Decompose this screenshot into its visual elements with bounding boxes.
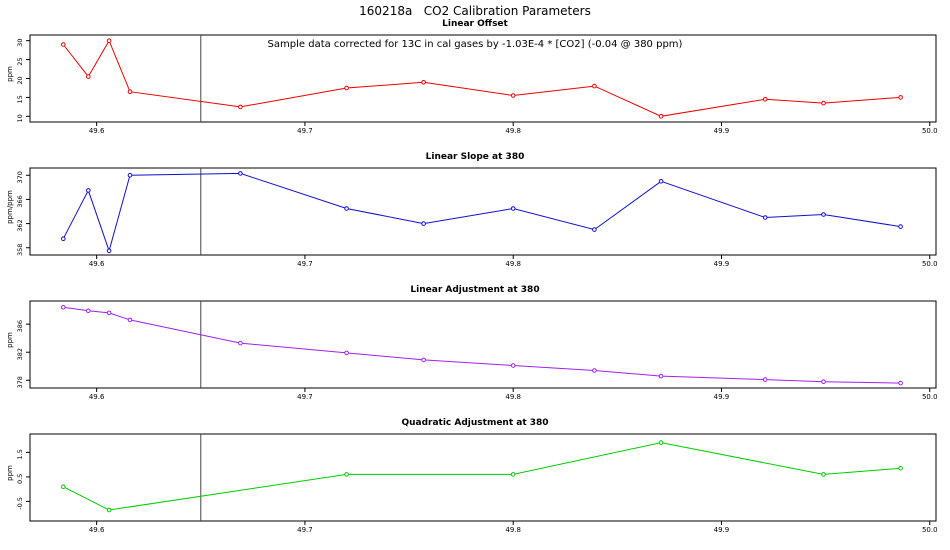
panel-quadratic-adjustment: Quadratic Adjustment at 380 ppm 49.6 49.7… <box>0 417 950 550</box>
svg-text:378: 378 <box>16 376 24 388</box>
svg-text:366: 366 <box>16 195 24 207</box>
svg-text:50.0: 50.0 <box>922 127 938 135</box>
svg-text:49.8: 49.8 <box>505 393 521 401</box>
svg-text:382: 382 <box>16 348 24 360</box>
svg-text:30: 30 <box>16 39 24 47</box>
svg-text:49.9: 49.9 <box>714 393 730 401</box>
svg-text:49.9: 49.9 <box>714 127 730 135</box>
svg-text:49.9: 49.9 <box>714 526 730 534</box>
svg-text:49.6: 49.6 <box>89 260 105 268</box>
svg-text:49.8: 49.8 <box>505 127 521 135</box>
svg-text:25: 25 <box>16 57 24 65</box>
svg-text:362: 362 <box>16 219 24 231</box>
svg-text:49.6: 49.6 <box>89 393 105 401</box>
svg-text:49.6: 49.6 <box>89 526 105 534</box>
linear-offset-title: Linear Offset <box>442 19 508 29</box>
svg-text:1.5: 1.5 <box>16 449 24 459</box>
svg-text:386: 386 <box>16 320 24 332</box>
chart-main-title: 160218a CO2 Calibration Parameters <box>359 4 591 18</box>
linear-adjustment-plot: 49.6 49.7 49.8 49.9 50.0 378 382 386 <box>16 300 938 401</box>
svg-text:370: 370 <box>16 171 24 183</box>
svg-text:20: 20 <box>16 76 24 84</box>
svg-text:10: 10 <box>16 114 24 122</box>
panel-linear-slope: Linear Slope at 380 ppm/ppm 49.6 49.7 49.8… <box>0 151 950 284</box>
svg-text:49.7: 49.7 <box>297 393 313 401</box>
svg-text:49.7: 49.7 <box>297 260 313 268</box>
svg-text:0.5: 0.5 <box>16 474 24 484</box>
svg-text:49.9: 49.9 <box>714 260 730 268</box>
panel-linear-adjustment: Linear Adjustment at 380 ppm 49.6 49.7 49.… <box>0 284 950 417</box>
svg-text:49.8: 49.8 <box>505 526 521 534</box>
linear-slope-title: Linear Slope at 380 <box>425 152 525 162</box>
svg-text:50.0: 50.0 <box>922 526 938 534</box>
linear-offset-plot: 49.6 49.7 49.8 49.9 50.0 10 15 20 25 30 <box>16 34 938 135</box>
linear-slope-plot: 49.6 49.7 49.8 49.9 50.0 358 362 366 370 <box>16 167 938 268</box>
svg-text:50.0: 50.0 <box>922 260 938 268</box>
quadratic-adjustment-title: Quadratic Adjustment at 380 <box>401 418 549 428</box>
svg-text:49.7: 49.7 <box>297 526 313 534</box>
svg-text:-0.5: -0.5 <box>16 497 24 510</box>
svg-text:50.0: 50.0 <box>922 393 938 401</box>
quadratic-adjustment-plot: 49.6 49.7 49.8 49.9 50.0 -0.5 0.5 1.5 <box>16 433 938 534</box>
svg-text:49.8: 49.8 <box>505 260 521 268</box>
svg-text:49.6: 49.6 <box>89 127 105 135</box>
svg-text:15: 15 <box>16 95 24 103</box>
panel-linear-offset: Linear Offset ppm Sample data corrected … <box>0 18 950 151</box>
linear-adjustment-title: Linear Adjustment at 380 <box>410 285 540 295</box>
svg-text:49.7: 49.7 <box>297 127 313 135</box>
svg-text:358: 358 <box>16 244 24 256</box>
